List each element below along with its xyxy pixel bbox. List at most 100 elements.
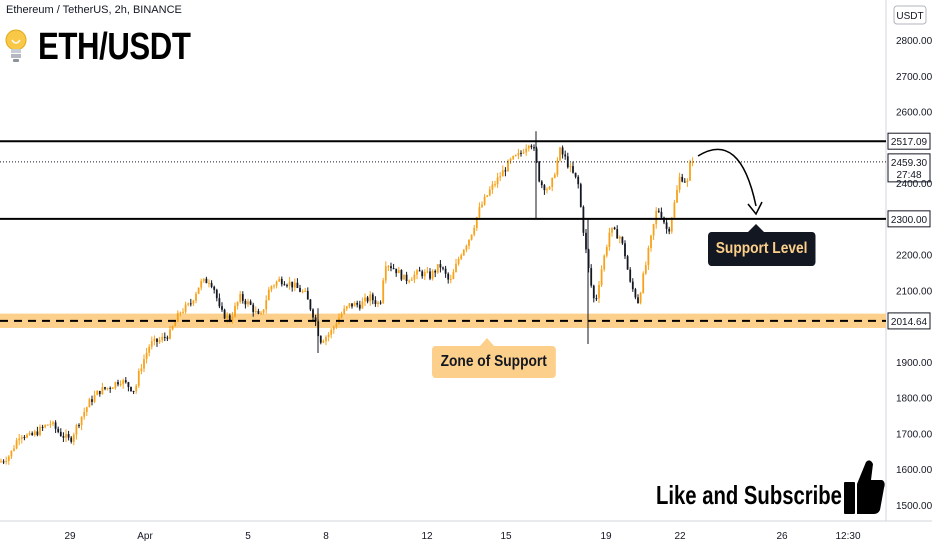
candle: [483, 194, 486, 206]
candle: [57, 426, 60, 434]
candle: [460, 253, 463, 261]
candle: [13, 445, 15, 452]
candle: [200, 278, 203, 291]
candle: [150, 336, 153, 350]
price-tick-label: 1700.00: [896, 429, 932, 440]
candle: [421, 269, 424, 279]
candle: [327, 332, 330, 342]
candle: [436, 264, 439, 275]
candle: [195, 291, 197, 304]
candle: [254, 306, 257, 315]
candle: [689, 159, 691, 182]
candle: [80, 416, 83, 431]
price-tick-label: 2800.00: [896, 36, 932, 47]
candle: [574, 172, 577, 179]
candle: [88, 397, 91, 408]
candle: [26, 433, 28, 439]
candle: [647, 245, 650, 271]
candle: [104, 386, 106, 391]
svg-text:2300.00: 2300.00: [891, 215, 928, 226]
candle: [395, 268, 398, 277]
candle: [384, 261, 387, 284]
candle: [96, 390, 99, 396]
candle: [639, 291, 642, 305]
time-tick-label: 12:30: [835, 531, 860, 542]
candle: [400, 269, 403, 282]
candle: [590, 264, 593, 288]
candle: [491, 180, 494, 194]
candle: [559, 146, 561, 162]
support-zone-band: [0, 313, 886, 328]
candle: [382, 277, 385, 304]
svg-text:2014.64: 2014.64: [891, 317, 928, 328]
time-tick-label: 15: [500, 531, 512, 542]
candle: [481, 201, 483, 208]
candle: [603, 254, 606, 272]
page-title: ETH/USDT: [38, 26, 191, 68]
candle: [33, 429, 36, 437]
price-tick-label: 2200.00: [896, 251, 932, 262]
candle: [509, 157, 512, 164]
time-tick-label: Apr: [137, 531, 153, 542]
candle: [613, 226, 616, 230]
price-tick-label: 2100.00: [896, 286, 932, 297]
candle: [306, 287, 309, 300]
candle: [241, 291, 244, 304]
candle: [548, 185, 551, 190]
candle: [418, 266, 421, 272]
currency-badge: USDT: [893, 5, 927, 25]
candle: [234, 302, 236, 318]
candle: [691, 157, 694, 167]
candle: [247, 298, 249, 308]
candle: [634, 287, 637, 300]
candle: [325, 335, 327, 346]
symbol-info: Ethereum / TetherUS, 2h, BINANCE: [6, 4, 182, 16]
candle: [189, 298, 192, 307]
candle: [262, 309, 265, 315]
candle: [156, 338, 158, 347]
zone-of-support-callout: Zone of Support: [432, 338, 576, 378]
candle: [457, 256, 460, 266]
time-tick-label: 8: [323, 531, 329, 542]
candle: [98, 390, 101, 397]
candle: [624, 240, 626, 259]
candle: [301, 289, 304, 294]
candle: [345, 305, 348, 311]
candle: [470, 234, 473, 241]
candle: [101, 382, 104, 395]
candle: [161, 332, 164, 343]
candle: [322, 339, 325, 344]
candle: [124, 377, 127, 384]
candle: [410, 277, 413, 281]
support-level-callout: Support Level: [708, 224, 833, 266]
candle: [293, 278, 296, 292]
price-tick-label: 2600.00: [896, 108, 932, 119]
price-tick-label: 2400.00: [896, 179, 932, 190]
candle: [127, 381, 130, 392]
candle: [275, 280, 278, 289]
time-tick-label: 19: [600, 531, 612, 542]
candle: [83, 407, 86, 420]
candle: [93, 390, 96, 403]
candle: [291, 281, 294, 292]
candle: [187, 302, 190, 307]
candle: [572, 161, 574, 174]
candle: [629, 267, 632, 283]
price-tick-label: 1800.00: [896, 394, 932, 405]
candle: [392, 263, 395, 270]
candle: [340, 311, 343, 319]
candle: [39, 424, 41, 437]
candle: [257, 308, 260, 315]
candle: [657, 208, 660, 213]
candle: [582, 205, 585, 237]
thumbs-up-icon: [842, 458, 886, 521]
time-tick-label: 22: [674, 531, 686, 542]
candle: [637, 294, 639, 304]
candle: [431, 269, 434, 281]
candle: [455, 258, 457, 273]
candle: [681, 173, 684, 183]
candle: [252, 302, 255, 317]
candle: [176, 310, 179, 323]
candle: [31, 431, 34, 436]
candle: [387, 264, 390, 271]
